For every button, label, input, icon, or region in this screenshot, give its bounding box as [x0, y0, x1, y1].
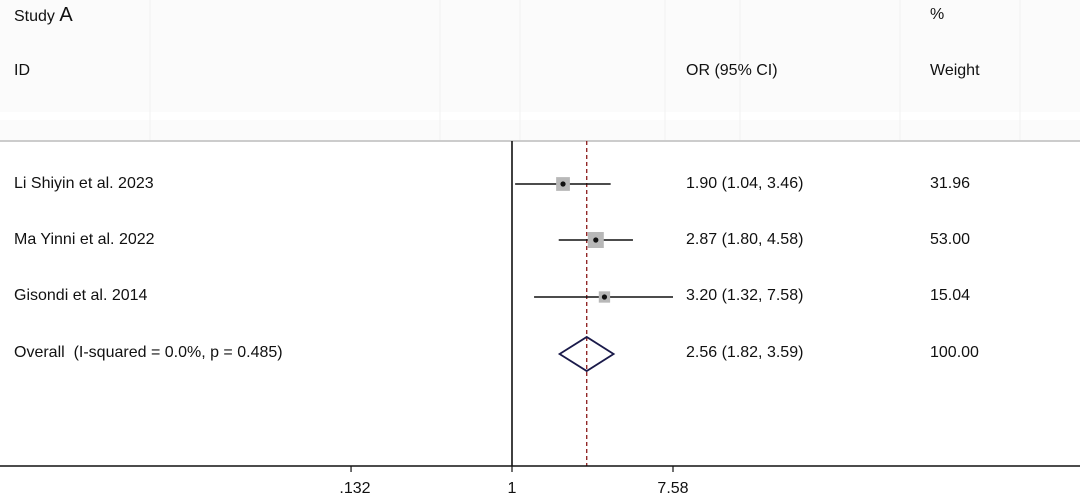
overall-or-ci: 2.56 (1.82, 3.59)	[686, 344, 804, 361]
background-band	[0, 120, 1080, 140]
header-weight: Weight	[930, 62, 980, 79]
background-band	[0, 0, 1080, 112]
x-tick-label: 1	[507, 480, 517, 497]
study-name: Gisondi et al. 2014	[14, 287, 148, 304]
header-or-ci: OR (95% CI)	[686, 62, 778, 79]
study-or-ci: 3.20 (1.32, 7.58)	[686, 287, 804, 304]
study-weight: 53.00	[930, 231, 971, 248]
study-name: Ma Yinni et al. 2022	[14, 231, 155, 248]
overall-weight: 100.00	[930, 344, 979, 361]
overall-label: Overall (I-squared = 0.0%, p = 0.485)	[14, 344, 283, 361]
background-bands	[0, 0, 1080, 140]
study-or-ci: 2.87 (1.80, 4.58)	[686, 231, 804, 248]
study-or-ci: 1.90 (1.04, 3.46)	[686, 175, 804, 192]
x-tick-label: 7.58	[657, 480, 689, 497]
study-weight: 15.04	[930, 287, 971, 304]
plot-marks	[0, 141, 1080, 472]
panel-letter: A	[59, 4, 73, 26]
header-study: Study A	[14, 4, 73, 26]
point-estimate	[593, 237, 599, 243]
overall-diamond	[557, 335, 616, 373]
header-id: ID	[14, 62, 30, 79]
header-percent: %	[930, 6, 945, 23]
point-estimate	[560, 181, 566, 187]
point-estimate	[601, 294, 608, 300]
study-name: Li Shiyin et al. 2023	[14, 175, 154, 192]
study-weight: 31.96	[930, 175, 971, 192]
x-tick-label: .132	[339, 480, 371, 497]
